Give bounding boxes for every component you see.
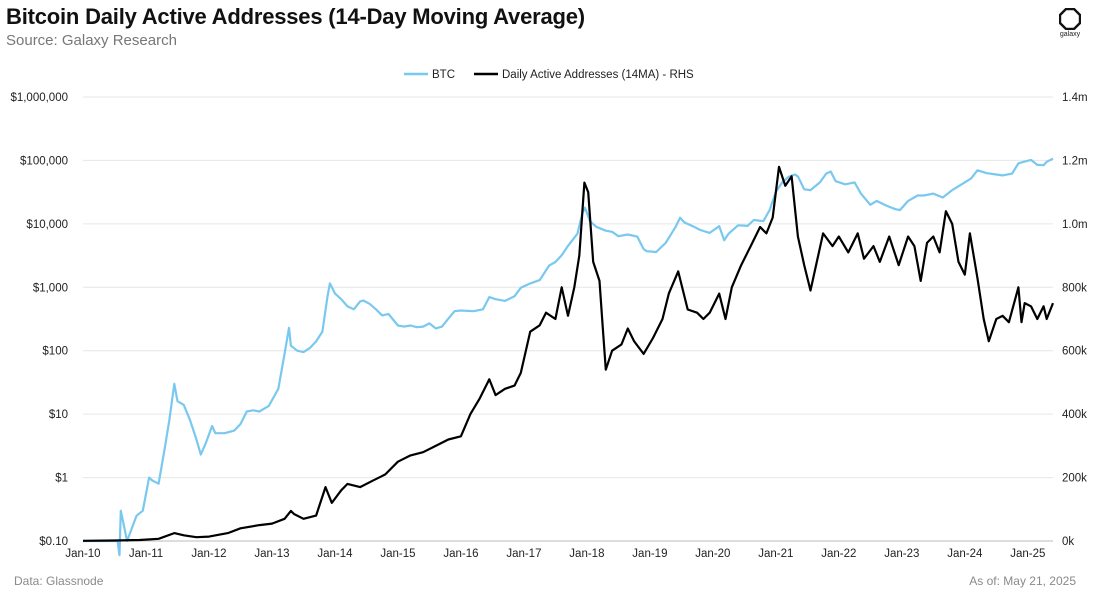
y-left-tick-label: $0.10	[39, 536, 68, 548]
x-tick-label: Jan-24	[947, 548, 983, 560]
galaxy-logo-icon	[1059, 8, 1081, 30]
legend-active-addresses-label: Daily Active Addresses (14MA) - RHS	[502, 69, 694, 81]
y-right-tick-label: 600k	[1062, 346, 1087, 358]
as-of-date: As of: May 21, 2025	[969, 574, 1076, 588]
chart-title: Bitcoin Daily Active Addresses (14-Day M…	[6, 4, 585, 29]
y-left-tick-label: $100	[42, 346, 68, 358]
x-tick-label: Jan-11	[129, 548, 163, 560]
x-tick-label: Jan-15	[380, 548, 415, 560]
x-tick-label: Jan-12	[191, 548, 226, 560]
y-right-tick-label: 800k	[1062, 282, 1087, 294]
legend-btc-label: BTC	[432, 69, 455, 81]
x-tick-label: Jan-18	[569, 548, 604, 560]
y-right-tick-label: 1.2m	[1062, 155, 1088, 167]
y-left-tick-label: $10,000	[26, 219, 68, 231]
active-addresses-line	[82, 165, 1055, 542]
x-tick-label: Jan-23	[884, 548, 919, 560]
y-right-tick-label: 1.0m	[1062, 219, 1088, 231]
y-left-tick-label: $100,000	[20, 155, 68, 167]
x-tick-label: Jan-16	[443, 548, 478, 560]
x-tick-label: Jan-14	[317, 548, 353, 560]
y-right-tick-label: 1.4m	[1062, 92, 1088, 104]
btc-price-line	[83, 157, 1054, 557]
y-left-tick-label: $1,000	[33, 282, 68, 294]
y-left-tick-label: $1,000,000	[10, 92, 68, 104]
y-right-tick-label: 200k	[1062, 473, 1087, 485]
brand-name: galaxy	[1059, 31, 1081, 38]
y-left-tick-label: $1	[55, 473, 68, 485]
y-right-tick-label: 400k	[1062, 409, 1087, 421]
y-left-tick-label: $10	[49, 409, 68, 421]
x-tick-label: Jan-22	[821, 548, 856, 560]
data-source-note: Data: Glassnode	[14, 574, 104, 588]
x-tick-label: Jan-25	[1010, 548, 1045, 560]
x-tick-label: Jan-20	[695, 548, 730, 560]
x-tick-label: Jan-21	[758, 548, 793, 560]
x-tick-label: Jan-10	[65, 548, 100, 560]
x-tick-label: Jan-13	[254, 548, 289, 560]
chart-subtitle: Source: Galaxy Research	[6, 32, 177, 49]
x-tick-label: Jan-17	[506, 548, 541, 560]
y-right-tick-label: 0k	[1062, 536, 1074, 548]
x-tick-label: Jan-19	[632, 548, 667, 560]
brand-logo: galaxy	[1052, 8, 1088, 38]
